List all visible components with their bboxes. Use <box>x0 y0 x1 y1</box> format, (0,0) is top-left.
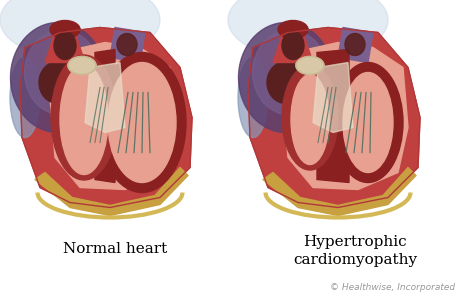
Polygon shape <box>35 167 188 215</box>
Polygon shape <box>263 167 415 215</box>
Polygon shape <box>312 62 352 133</box>
Text: Normal heart: Normal heart <box>63 242 167 256</box>
Ellipse shape <box>10 58 40 137</box>
Ellipse shape <box>237 58 268 137</box>
Ellipse shape <box>68 56 96 74</box>
Ellipse shape <box>39 61 77 103</box>
Ellipse shape <box>108 62 176 182</box>
Ellipse shape <box>238 22 333 133</box>
Ellipse shape <box>332 62 402 182</box>
Ellipse shape <box>0 0 160 60</box>
Ellipse shape <box>98 52 185 193</box>
Ellipse shape <box>50 20 80 38</box>
Polygon shape <box>85 62 125 133</box>
Polygon shape <box>247 28 419 208</box>
Polygon shape <box>272 32 312 62</box>
Ellipse shape <box>54 32 76 59</box>
Ellipse shape <box>60 64 108 175</box>
Ellipse shape <box>252 30 327 115</box>
Text: Hypertrophic
cardiomyopathy: Hypertrophic cardiomyopathy <box>292 235 416 267</box>
Polygon shape <box>45 32 85 62</box>
Polygon shape <box>95 50 115 182</box>
Ellipse shape <box>281 32 303 59</box>
Text: © Healthwise, Incorporated: © Healthwise, Incorporated <box>329 283 454 292</box>
Ellipse shape <box>291 74 328 164</box>
Ellipse shape <box>117 34 137 56</box>
Ellipse shape <box>228 0 387 60</box>
Ellipse shape <box>266 61 304 103</box>
Ellipse shape <box>11 22 105 133</box>
Polygon shape <box>337 28 372 62</box>
Ellipse shape <box>281 65 337 170</box>
Polygon shape <box>20 28 191 208</box>
Ellipse shape <box>295 56 323 74</box>
Ellipse shape <box>51 55 117 180</box>
Polygon shape <box>316 50 348 182</box>
Ellipse shape <box>344 34 364 56</box>
Polygon shape <box>110 28 145 62</box>
Ellipse shape <box>24 30 99 115</box>
Polygon shape <box>282 43 407 190</box>
Ellipse shape <box>342 73 392 172</box>
Polygon shape <box>50 43 174 190</box>
Ellipse shape <box>277 20 308 38</box>
